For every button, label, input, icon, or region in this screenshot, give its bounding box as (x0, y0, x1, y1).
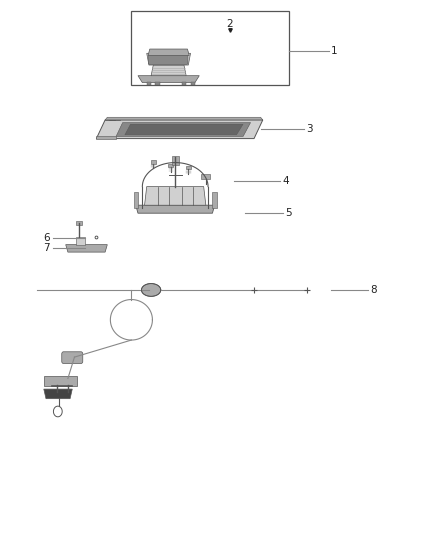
Polygon shape (53, 406, 62, 417)
Polygon shape (66, 245, 107, 252)
Text: 8: 8 (370, 285, 377, 295)
Bar (186, 166, 191, 169)
Bar (134, 192, 138, 208)
Polygon shape (151, 65, 186, 76)
Polygon shape (105, 117, 263, 120)
Polygon shape (145, 187, 206, 205)
Polygon shape (44, 376, 77, 386)
Bar (151, 160, 156, 164)
Bar (168, 164, 173, 167)
Bar (172, 156, 179, 165)
Bar (212, 192, 217, 208)
Bar (131, 11, 289, 85)
Bar (155, 82, 160, 85)
Polygon shape (125, 124, 243, 135)
Text: 6: 6 (43, 233, 50, 243)
Polygon shape (96, 120, 263, 139)
Polygon shape (138, 76, 199, 83)
FancyBboxPatch shape (148, 54, 188, 64)
Polygon shape (148, 49, 189, 55)
Bar (201, 174, 210, 179)
Bar (182, 82, 186, 85)
Text: 5: 5 (285, 208, 291, 218)
Bar (76, 221, 82, 225)
Polygon shape (44, 389, 72, 399)
Polygon shape (136, 205, 215, 213)
Text: 7: 7 (43, 243, 50, 253)
Text: 2: 2 (226, 19, 233, 29)
Text: 1: 1 (331, 46, 337, 55)
Bar (191, 82, 195, 85)
Polygon shape (76, 237, 85, 245)
Polygon shape (147, 53, 191, 65)
Bar (147, 82, 151, 85)
Polygon shape (96, 136, 116, 139)
Polygon shape (116, 123, 251, 136)
Text: 3: 3 (307, 124, 313, 134)
Polygon shape (141, 284, 161, 296)
Text: 4: 4 (283, 176, 289, 186)
FancyBboxPatch shape (62, 352, 83, 364)
